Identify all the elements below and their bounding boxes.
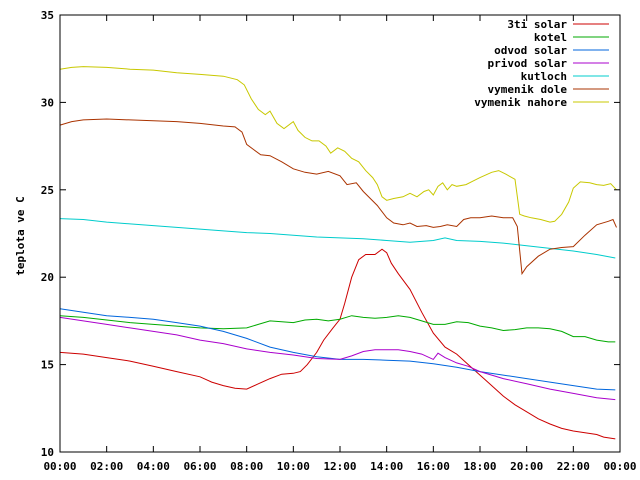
y-tick-label: 15	[41, 359, 54, 372]
ticks-layer: 00:00 02:00 04:00 06:00 08:00 10:00 12:00 14:00…	[41, 9, 637, 473]
x-tick-label: 20:00	[510, 460, 543, 473]
x-tick-label: 22:00	[557, 460, 590, 473]
x-tick-label: 08:00	[230, 460, 263, 473]
series-layer	[59, 66, 617, 440]
x-tick-label: 12:00	[323, 460, 356, 473]
legend-label: odvod solar	[494, 44, 567, 57]
x-tick-label: 04:00	[137, 460, 170, 473]
x-tick-label: 16:00	[417, 460, 450, 473]
y-tick-label: 20	[41, 271, 54, 284]
y-tick-label: 35	[41, 9, 54, 22]
x-tick-label: 18:00	[463, 460, 496, 473]
y-axis-label: teplota ve C	[14, 196, 27, 275]
legend-label: kutloch	[521, 70, 567, 83]
x-tick-label: 10:00	[277, 460, 310, 473]
y-tick-label: 10	[41, 446, 54, 459]
legend-label: vymenik nahore	[474, 96, 567, 109]
legend-label: kotel	[534, 31, 567, 44]
legend-label: privod solar	[488, 57, 568, 70]
x-tick-label: 00:00	[43, 460, 76, 473]
series-line-kutloch	[59, 218, 616, 259]
x-tick-label: 02:00	[90, 460, 123, 473]
series-line-3ti-solar	[59, 248, 616, 440]
plot-frame	[59, 14, 621, 453]
x-tick-label: 14:00	[370, 460, 403, 473]
series-line-kotel	[59, 315, 616, 343]
series-line-vymenik-nahore	[59, 66, 617, 223]
series-line-privod-solar	[59, 316, 616, 401]
legend-label: 3ti solar	[507, 18, 567, 31]
y-tick-label: 30	[41, 96, 54, 109]
series-line-vymenik-dole	[59, 118, 617, 276]
x-tick-label: 00:00	[603, 460, 636, 473]
x-tick-label: 06:00	[183, 460, 216, 473]
legend-label: vymenik dole	[488, 83, 568, 96]
y-tick-label: 25	[41, 184, 54, 197]
